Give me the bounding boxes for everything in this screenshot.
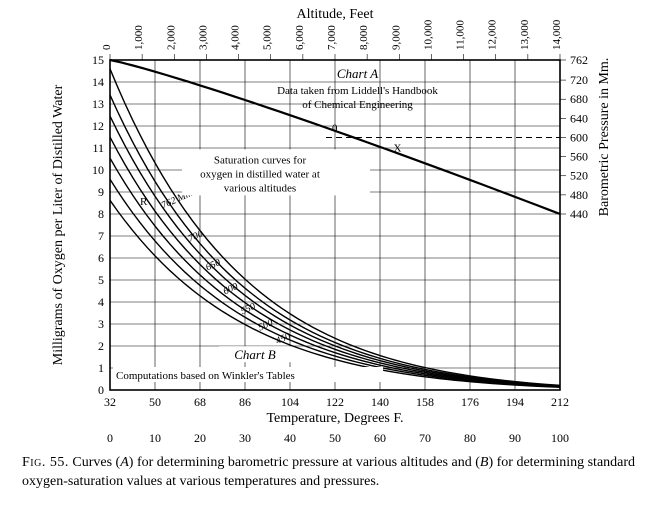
svg-text:20: 20 [194, 431, 206, 445]
svg-text:1: 1 [98, 361, 104, 375]
svg-text:7,000: 7,000 [326, 25, 338, 50]
svg-text:70: 70 [419, 431, 431, 445]
svg-text:8: 8 [98, 207, 104, 221]
svg-text:140: 140 [371, 395, 389, 409]
svg-text:oxygen in distilled water at: oxygen in distilled water at [200, 168, 320, 180]
svg-text:50: 50 [149, 395, 161, 409]
svg-text:7: 7 [98, 229, 104, 243]
svg-text:13,000: 13,000 [519, 19, 531, 50]
svg-text:14,000: 14,000 [551, 19, 563, 50]
svg-text:15: 15 [92, 53, 104, 67]
svg-text:3,000: 3,000 [197, 25, 209, 50]
svg-text:158: 158 [416, 395, 434, 409]
svg-text:14: 14 [92, 75, 104, 89]
svg-text:650: 650 [204, 257, 222, 273]
svg-text:560: 560 [570, 150, 588, 164]
svg-text:600: 600 [222, 281, 240, 297]
svg-text:640: 640 [570, 111, 588, 125]
svg-text:11,000: 11,000 [455, 20, 467, 50]
svg-text:550: 550 [239, 301, 257, 317]
svg-text:Data taken from Liddell's Hand: Data taken from Liddell's Handbook [277, 85, 438, 97]
svg-text:176: 176 [461, 395, 479, 409]
svg-text:Saturation curves for: Saturation curves for [214, 154, 307, 166]
svg-text:50: 50 [329, 431, 341, 445]
svg-text:Temperature, Degrees F.: Temperature, Degrees F. [266, 411, 403, 426]
svg-text:2,000: 2,000 [165, 25, 177, 50]
svg-text:Temperature, Degrees C.: Temperature, Degrees C. [265, 447, 405, 448]
svg-text:Chart B: Chart B [234, 347, 276, 362]
figure-label: Fig. 55. [22, 455, 69, 470]
svg-text:12,000: 12,000 [487, 19, 499, 50]
svg-text:40: 40 [284, 431, 296, 445]
svg-text:0: 0 [101, 44, 113, 50]
svg-text:4,000: 4,000 [230, 25, 242, 50]
svg-text:122: 122 [326, 395, 344, 409]
svg-text:480: 480 [570, 188, 588, 202]
svg-text:6,000: 6,000 [294, 25, 306, 50]
svg-text:5: 5 [98, 273, 104, 287]
svg-text:12: 12 [92, 119, 104, 133]
svg-text:32: 32 [104, 395, 116, 409]
svg-text:30: 30 [239, 431, 251, 445]
svg-text:762: 762 [570, 53, 588, 67]
svg-text:2: 2 [98, 339, 104, 353]
svg-text:X: X [394, 142, 402, 154]
svg-text:9,000: 9,000 [390, 25, 402, 50]
svg-text:440: 440 [570, 207, 588, 221]
svg-text:Computations based on Winkler': Computations based on Winkler's Tables [116, 370, 295, 382]
figure-caption: Fig. 55. Curves (A) for determining baro… [0, 448, 657, 492]
svg-text:86: 86 [239, 395, 251, 409]
svg-text:10: 10 [149, 431, 161, 445]
svg-text:various altitudes: various altitudes [224, 182, 296, 194]
svg-text:of Chemical Engineering: of Chemical Engineering [302, 99, 413, 111]
svg-text:68: 68 [194, 395, 206, 409]
svg-text:Chart A: Chart A [337, 66, 378, 81]
svg-text:100: 100 [551, 431, 569, 445]
svg-text:Barometric Pressure in Mm.: Barometric Pressure in Mm. [597, 58, 612, 217]
svg-text:R: R [140, 196, 148, 208]
svg-text:4: 4 [98, 295, 104, 309]
svg-text:0: 0 [107, 431, 113, 445]
svg-text:212: 212 [551, 395, 569, 409]
svg-text:90: 90 [509, 431, 521, 445]
oxygen-saturation-chart: 0123456789101112131415Milligrams of Oxyg… [0, 0, 657, 448]
svg-text:8,000: 8,000 [358, 25, 370, 50]
svg-text:6: 6 [98, 251, 104, 265]
svg-text:9: 9 [98, 185, 104, 199]
svg-text:680: 680 [570, 92, 588, 106]
svg-text:5,000: 5,000 [262, 25, 274, 50]
svg-text:0: 0 [332, 122, 338, 134]
svg-text:13: 13 [92, 97, 104, 111]
svg-text:11: 11 [92, 141, 104, 155]
svg-text:10: 10 [92, 163, 104, 177]
svg-text:520: 520 [570, 169, 588, 183]
svg-text:194: 194 [506, 395, 524, 409]
svg-text:Altitude, Feet: Altitude, Feet [297, 7, 374, 22]
svg-text:10,000: 10,000 [422, 19, 434, 50]
svg-text:60: 60 [374, 431, 386, 445]
svg-text:3: 3 [98, 317, 104, 331]
svg-text:104: 104 [281, 395, 299, 409]
svg-text:600: 600 [570, 130, 588, 144]
svg-text:720: 720 [570, 73, 588, 87]
svg-text:80: 80 [464, 431, 476, 445]
svg-text:1,000: 1,000 [133, 25, 145, 50]
svg-text:Milligrams of Oxygen per Liter: Milligrams of Oxygen per Liter of Distil… [51, 84, 66, 365]
